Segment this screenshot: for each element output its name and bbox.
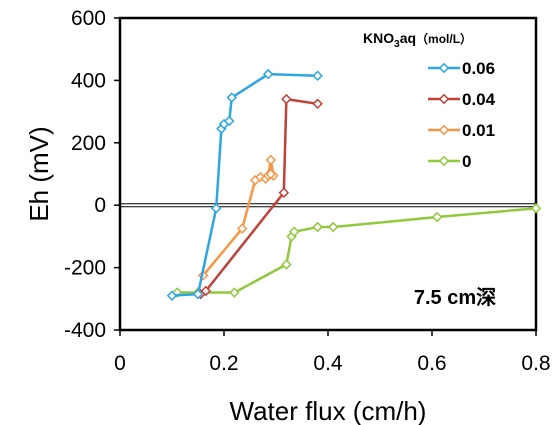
legend-item-0.01: 0.01 [428,121,495,140]
data-point [281,259,292,270]
data-point [265,154,277,166]
y-tick-label: -200 [64,257,106,280]
legend-swatch-marker [438,93,450,105]
plot-layer [114,16,542,336]
legend-swatch-marker [438,62,450,74]
x-tick-label: 0 [114,352,126,375]
x-tick-label: 0.6 [417,352,446,375]
data-point [312,98,323,110]
y-axis-label: Eh (mV) [24,126,54,221]
x-tick-label: 0.4 [313,352,343,375]
data-point [236,223,248,234]
data-point [281,93,292,105]
series-0.06 [166,68,323,301]
series-0.01 [197,154,279,281]
data-point [192,288,204,300]
legend-item-0.06: 0.06 [428,59,495,78]
legend-label: 0.01 [462,121,495,140]
legend-label: 0.06 [462,59,495,78]
data-point [278,187,290,198]
data-point [288,226,300,237]
data-point [327,221,339,233]
x-tick-label: 0.8 [521,352,550,375]
legend-label: 0.04 [462,90,496,109]
legend-label: 0 [462,152,471,171]
y-tick-label: -400 [64,319,106,342]
data-point [312,221,323,233]
data-point [229,287,240,298]
data-point [262,68,274,80]
legend-items: 0.06 0.04 0.01 0 [428,59,496,171]
data-point [210,203,222,214]
data-point [223,115,235,127]
x-axis-label: Water flux (cm/h) [230,396,427,425]
depth-annotation: 7.5 cm深 [414,286,496,309]
data-point [431,211,443,223]
series-line [177,207,537,294]
legend-item-0.04: 0.04 [428,90,496,109]
y-tick-label: 600 [71,7,106,30]
legend: KNO3aq（mol/L） 0.06 0.04 0.01 0 [363,30,496,171]
legend-title: KNO3aq（mol/L） [363,30,472,50]
legend-swatch-marker [438,124,450,136]
data-point [166,290,178,301]
data-point [200,285,212,297]
legend-swatch-marker [438,155,450,167]
y-tick-label: 200 [71,132,106,155]
data-point [312,70,323,81]
tick-labels: 0 0.2 0.4 0.6 0.8 -400 -200 0 200 400 600 [64,7,551,375]
data-point [226,92,238,103]
data-point [265,168,277,180]
x-tick-label: 0.2 [209,352,238,375]
legend-item-0: 0 [428,152,471,171]
series-0 [171,203,542,298]
series-line [171,72,318,297]
series-0.04 [195,93,323,300]
y-tick-label: 0 [94,194,106,217]
data-point [530,203,542,214]
y-tick-label: 400 [71,69,106,92]
